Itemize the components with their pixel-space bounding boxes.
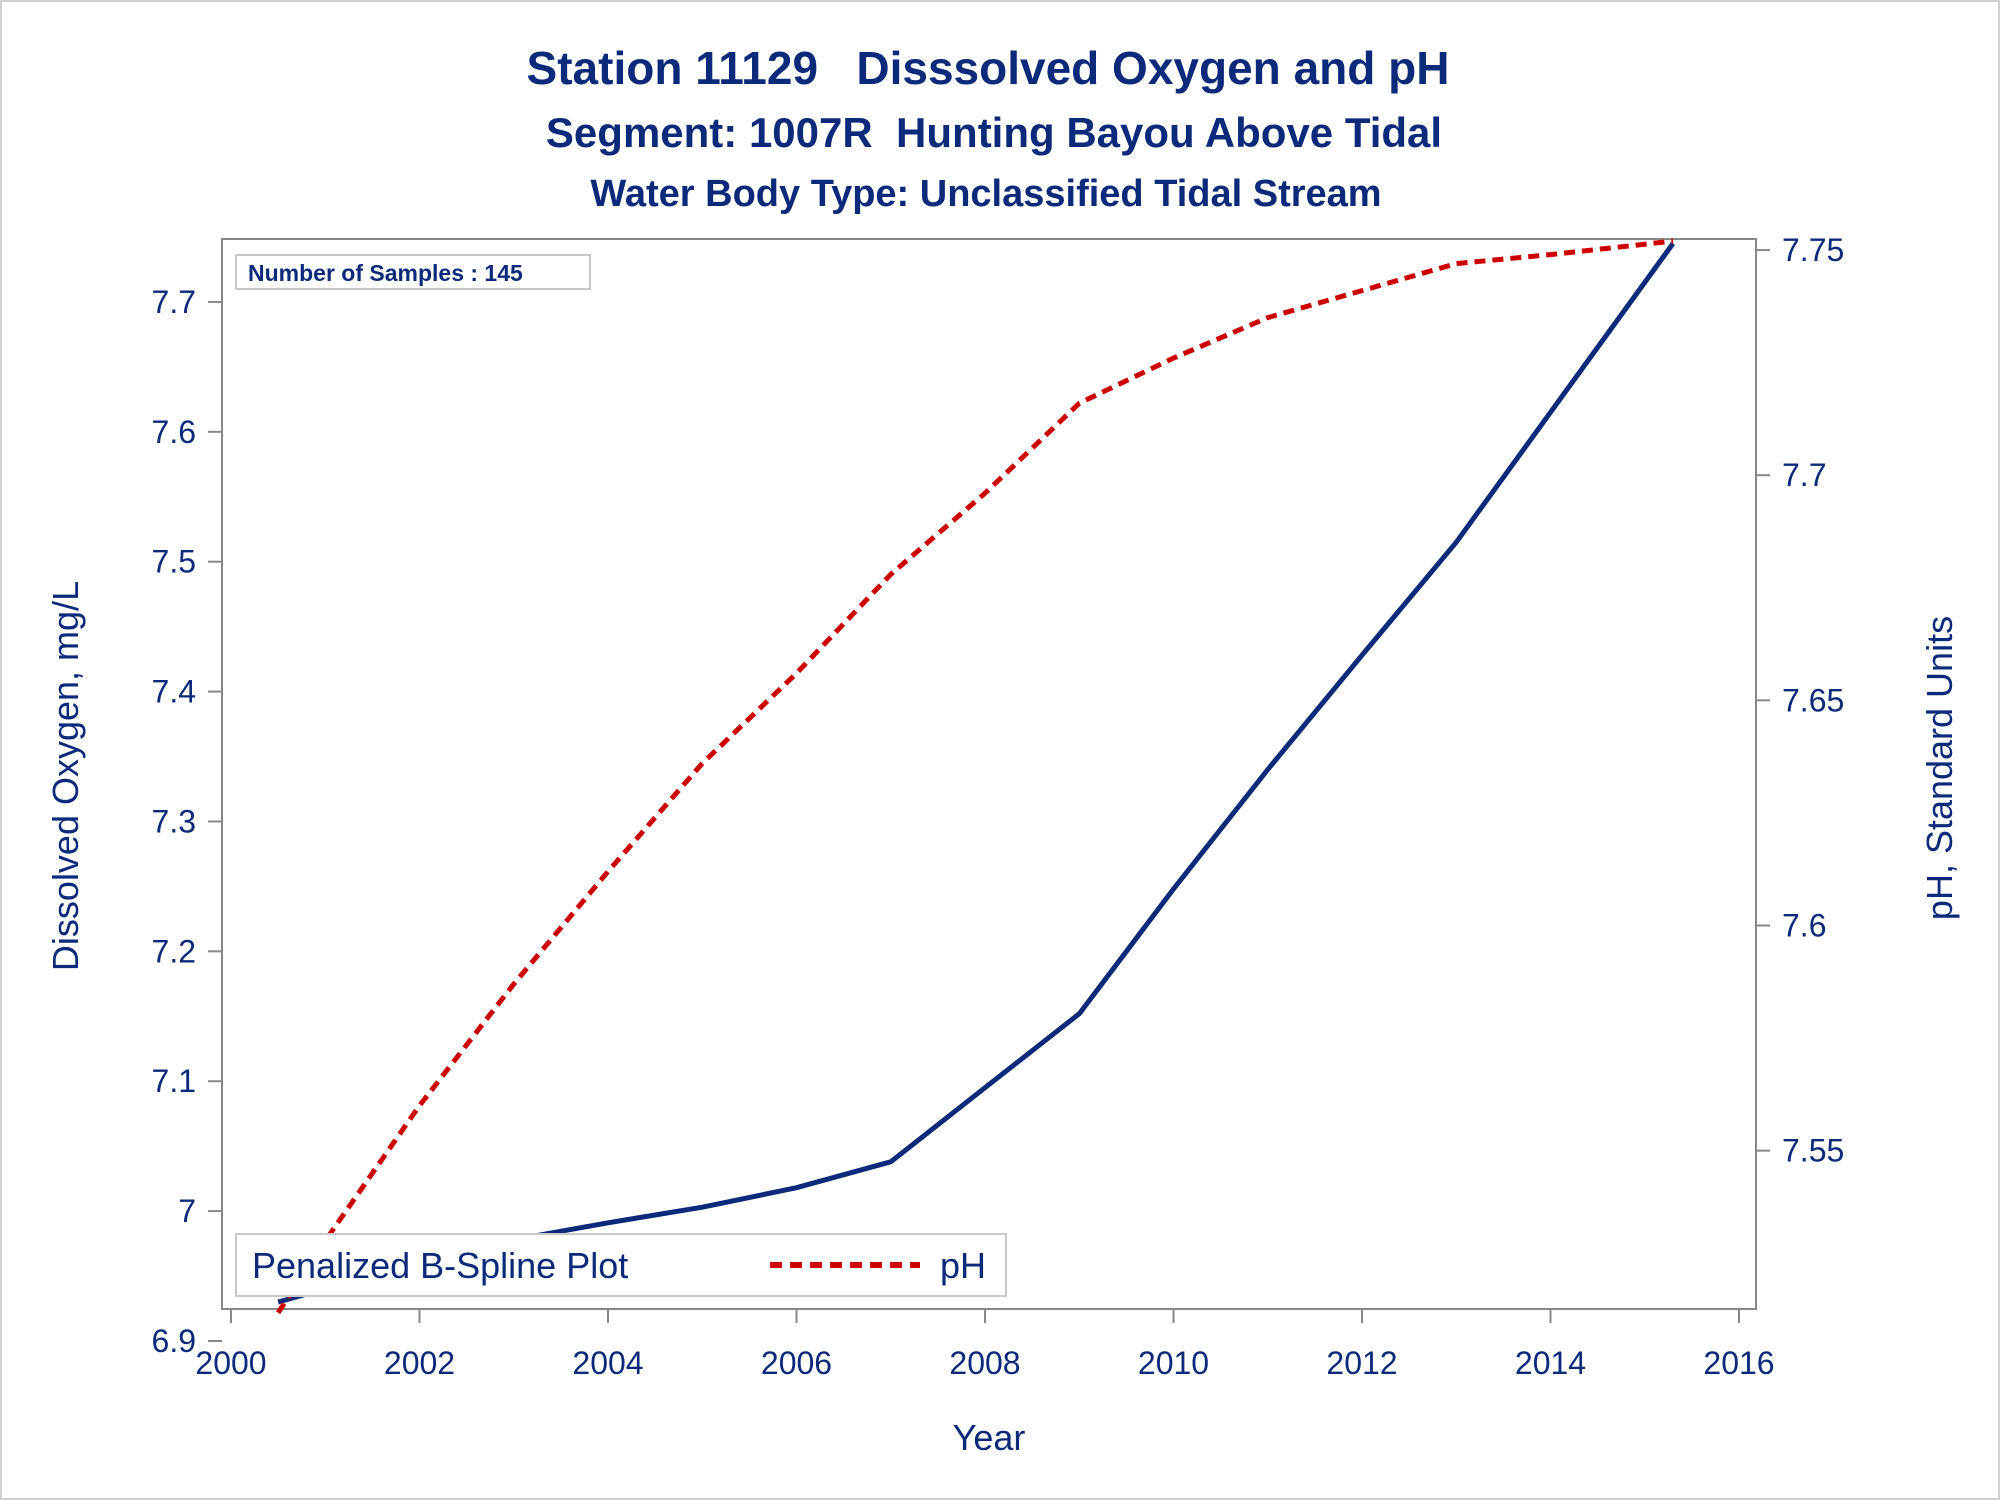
y-tick-label: 7.5 [152, 544, 196, 580]
x-tick-label: 2008 [949, 1345, 1020, 1381]
ph-series-line [276, 238, 1674, 1315]
legend-title: Penalized B-Spline Plot [252, 1245, 628, 1286]
y2-tick-label: 7.55 [1782, 1133, 1844, 1169]
y-tick-label: 7.4 [152, 674, 196, 710]
y-axis-left: 6.9 7 7.1 7.2 7.3 7.4 7.5 7.6 7.7 [152, 284, 222, 1359]
x-tick-label: 2012 [1326, 1345, 1397, 1381]
x-axis-title: Year [953, 1417, 1026, 1458]
x-tick-label: 2010 [1138, 1345, 1209, 1381]
y-axis-right-title: pH, Standard Units [1919, 616, 1960, 920]
chart-title-line3: Water Body Type: Unclassified Tidal Stre… [590, 173, 1381, 215]
y-tick-label: 7.7 [152, 284, 196, 320]
legend: Penalized B-Spline Plot pH [235, 1233, 1007, 1297]
legend-ph-label: pH [940, 1245, 986, 1286]
x-axis: 2000 2002 2004 2006 2008 2010 2012 2014 2016 [195, 1309, 1775, 1381]
y2-tick-label: 7.6 [1782, 907, 1826, 943]
y-tick-label: 6.9 [152, 1323, 196, 1359]
sample-count-box [235, 254, 591, 290]
y-tick-label: 7.2 [152, 933, 196, 969]
chart-title-line2: Segment: 1007R Hunting Bayou Above Tidal [546, 109, 1442, 156]
sample-count-inset: Number of Samples : 145 [235, 254, 591, 290]
x-tick-label: 2006 [761, 1345, 832, 1381]
x-tick-label: 2014 [1515, 1345, 1586, 1381]
y2-tick-label: 7.7 [1782, 457, 1826, 493]
y-tick-label: 7.1 [152, 1063, 196, 1099]
y2-tick-label: 7.75 [1782, 232, 1844, 268]
y-axis-left-title: Dissolved Oxygen, mg/L [45, 581, 86, 971]
y-tick-label: 7.6 [152, 414, 196, 450]
y-axis-right: 7.55 7.6 7.65 7.7 7.75 [1756, 232, 1844, 1169]
x-tick-label: 2004 [572, 1345, 643, 1381]
sample-count-label: Number of Samples : 145 [248, 260, 523, 286]
plot-area [221, 238, 1757, 1310]
y-tick-label: 7 [178, 1193, 196, 1229]
y-tick-label: 7.3 [152, 803, 196, 839]
x-tick-label: 2016 [1703, 1345, 1774, 1381]
chart-title-line1: Station 11129 Disssolved Oxygen and pH [527, 42, 1450, 94]
y2-tick-label: 7.65 [1782, 682, 1844, 718]
x-tick-label: 2002 [384, 1345, 455, 1381]
x-tick-label: 2000 [195, 1345, 266, 1381]
